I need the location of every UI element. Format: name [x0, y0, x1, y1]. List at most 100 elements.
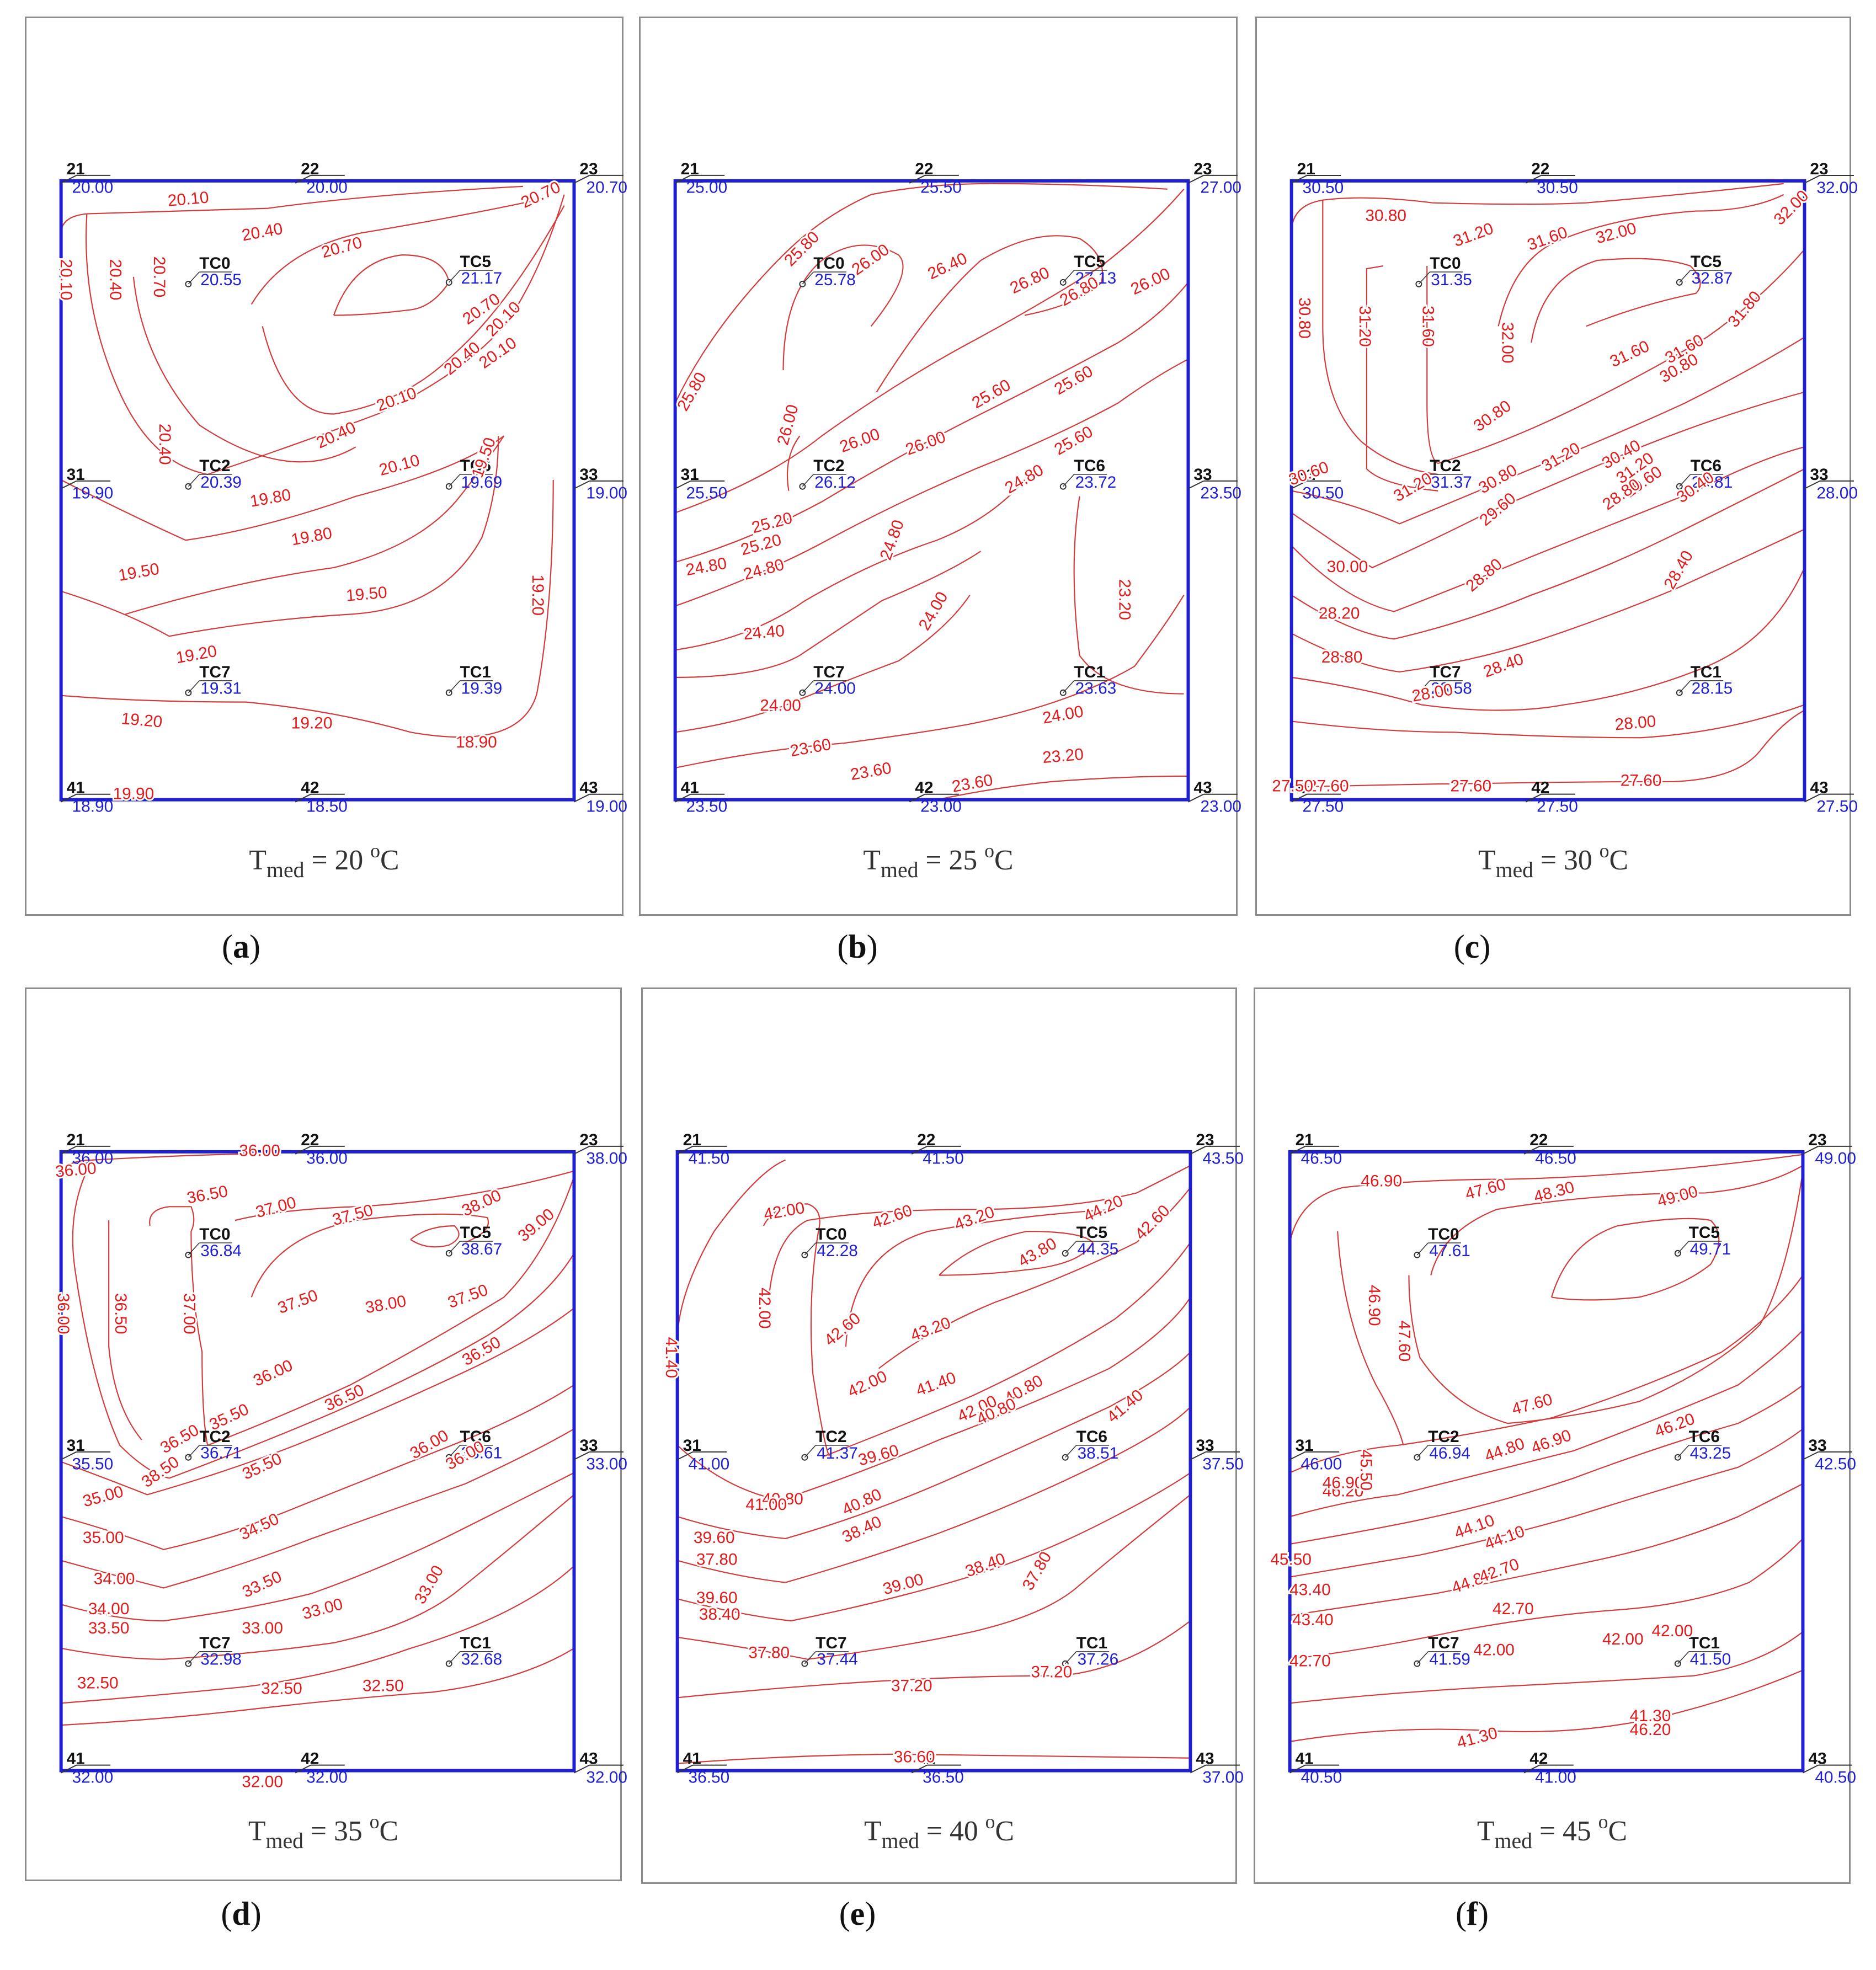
isotherm-label: 39.00: [881, 1570, 926, 1598]
isotherm-label: 34.00: [88, 1600, 130, 1618]
isotherm-label: 32.50: [77, 1674, 119, 1692]
node-temperature-value: 19.90: [72, 484, 114, 503]
isotherm-label: 37.50: [331, 1201, 375, 1229]
isotherm-label: 37.00: [254, 1193, 299, 1221]
isotherm-line: [677, 1620, 1191, 1699]
isotherm-label: 44.80: [1482, 1434, 1527, 1466]
sensor-temperature-value: 20.39: [200, 473, 242, 492]
isotherm-label: 36.50: [111, 1293, 130, 1334]
isotherm-label: 42.70: [1477, 1555, 1521, 1587]
node-temperature-value: 25.00: [686, 179, 728, 197]
node-temperature-value: 28.00: [1816, 484, 1858, 503]
isotherm-line: [786, 435, 801, 491]
isotherm-label: 37.00: [180, 1293, 198, 1334]
isotherm-label: 30.80: [1475, 461, 1520, 498]
node-temperature-value: 23.50: [686, 798, 728, 816]
sensor-name: TC2: [1430, 457, 1461, 475]
isotherm-label: 46.90: [1323, 1474, 1364, 1492]
node-temperature-value: 32.00: [586, 1768, 627, 1786]
isotherm-label: 42.60: [821, 1309, 864, 1349]
isotherm-label: 41.40: [662, 1337, 680, 1378]
node-temperature-value: 20.00: [72, 179, 114, 197]
isotherm-label: 31.20: [1356, 306, 1374, 347]
contour-panel-f: 21 46.50 22 46.50 23 49.00 31 46.00 33 42.50 41 40.…: [1254, 987, 1856, 1884]
panel-caption-f: (f): [1456, 1896, 1489, 1932]
isotherm-label: 31.80: [1724, 287, 1765, 330]
isotherm-label: 42.60: [1132, 1202, 1174, 1243]
sensor-temperature-value: 32.98: [200, 1651, 242, 1669]
isotherm-label: 36.50: [322, 1381, 367, 1414]
sensor-temperature-value: 46.94: [1429, 1444, 1470, 1462]
node-temperature-value: 41.50: [923, 1150, 964, 1168]
isotherm-label: 27.50: [1272, 777, 1313, 796]
isotherm-line: [677, 1472, 1191, 1622]
sensor-name: TC6: [1689, 1428, 1720, 1446]
isotherm-label: 46.90: [1361, 1172, 1402, 1190]
sensor-name: TC0: [199, 254, 230, 273]
sensor-name: TC2: [816, 1428, 846, 1446]
isotherm-line: [1497, 194, 1784, 327]
node-temperature-value: 41.50: [689, 1150, 730, 1168]
node-temperature-value: 46.50: [1535, 1150, 1576, 1168]
isotherm-label: 27.60: [1451, 777, 1492, 796]
node-temperature-value: 27.50: [1303, 798, 1344, 816]
sensor-name: TC0: [199, 1225, 230, 1243]
sensor-temperature-value: 26.12: [814, 473, 856, 492]
isotherm-label: 20.10: [57, 259, 75, 301]
node-temperature-value: 43.50: [1202, 1150, 1244, 1168]
isotherm-line: [207, 194, 565, 475]
isotherm-label: 20.70: [518, 178, 563, 212]
node-temperature-value: 41.00: [689, 1455, 730, 1474]
sensor-name: TC6: [460, 457, 491, 475]
isotherm-label: 26.00: [903, 428, 948, 459]
isotherm-line: [676, 1296, 1191, 1501]
isotherm-line: [1437, 249, 1805, 465]
isotherm-line: [61, 1307, 575, 1496]
isotherm-line: [1289, 1631, 1804, 1704]
mean-temperature-label: Tmed = 20 oC: [249, 840, 399, 882]
sensor-temperature-value: 32.68: [461, 1651, 503, 1669]
isotherm-line: [763, 1203, 830, 1457]
isotherm-line: [1426, 266, 1438, 465]
isotherm-label: 36.00: [54, 1293, 72, 1334]
panel-caption-d: (d): [221, 1896, 262, 1932]
node-temperature-value: 23.00: [920, 798, 962, 816]
panel-caption-c: (c): [1453, 928, 1491, 965]
isotherm-label: 37.80: [748, 1644, 790, 1662]
sensor-name: TC7: [816, 1634, 846, 1652]
isotherm-line: [125, 435, 505, 615]
isotherm-line: [1291, 709, 1805, 788]
contour-panel-e: 21 41.50 22 41.50 23 43.50 31 41.00 33 37.50 41 36.…: [641, 987, 1244, 1884]
isotherm-line: [768, 1165, 1191, 1298]
isotherm-line: [72, 1160, 169, 1479]
isotherm-label: 20.40: [313, 418, 359, 452]
isotherm-line: [61, 1565, 575, 1704]
isotherm-label: 23.20: [1042, 745, 1084, 767]
isotherm-line: [1291, 391, 1805, 569]
isotherm-label: 20.10: [374, 384, 419, 415]
node-temperature-value: 40.50: [1301, 1768, 1342, 1786]
isotherm-label: 47.60: [1510, 1390, 1554, 1418]
isotherm-line: [675, 359, 1189, 607]
sensor-name: TC2: [813, 457, 844, 475]
isotherm-label: 31.60: [1607, 337, 1653, 371]
isotherm-label: 24.80: [684, 554, 728, 579]
isotherm-line: [1289, 1669, 1803, 1742]
isotherm-label: 42.70: [1289, 1652, 1331, 1670]
isotherm-label: 49.00: [1655, 1182, 1700, 1210]
node-temperature-value: 42.50: [1815, 1455, 1856, 1474]
